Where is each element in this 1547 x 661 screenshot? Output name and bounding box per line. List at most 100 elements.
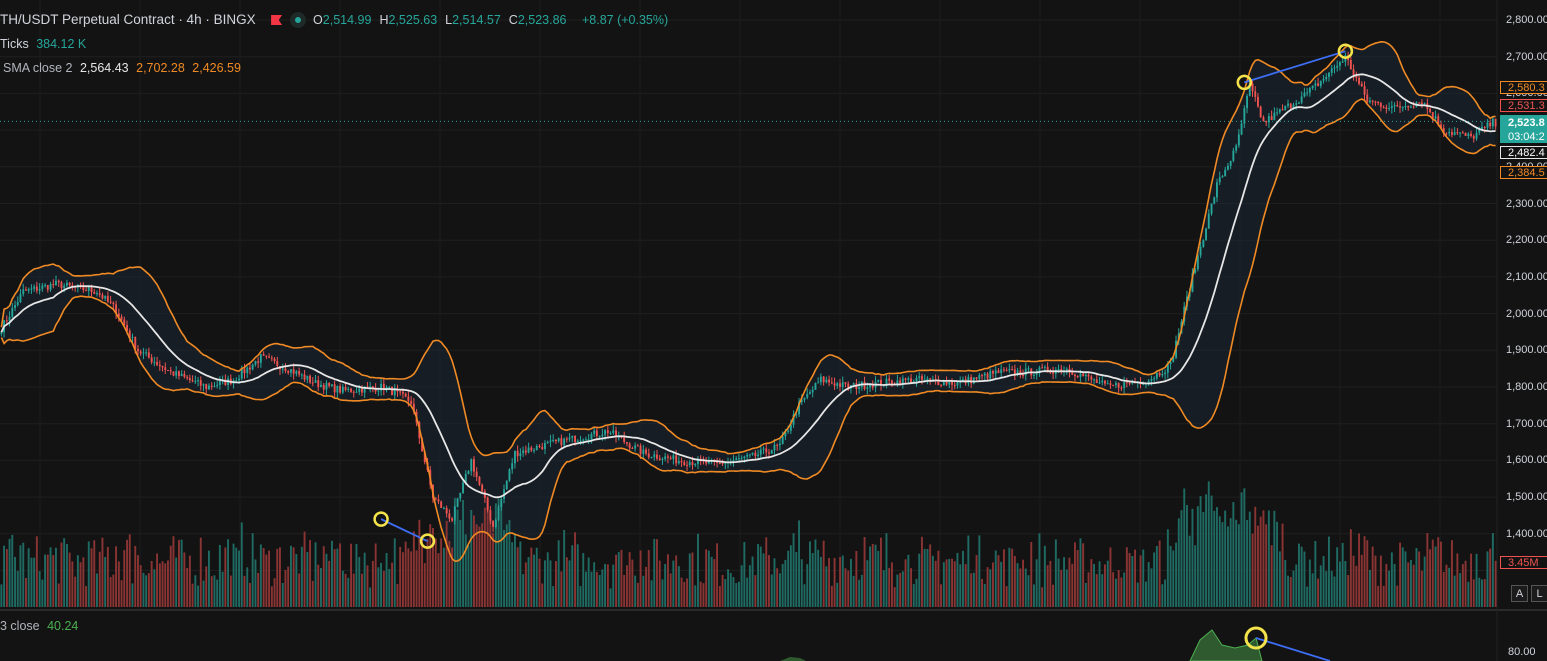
log-scale-button[interactable]: L <box>1531 585 1547 602</box>
volume-bar <box>680 577 683 607</box>
price-axis-label: 1,500.00 <box>1506 491 1547 504</box>
candle-body <box>109 301 112 303</box>
volume-bar <box>14 557 17 607</box>
volume-bar <box>773 558 776 607</box>
candle-body <box>238 378 241 381</box>
candle-body <box>1445 133 1448 135</box>
volume-bar <box>1227 526 1229 607</box>
volume-bar <box>74 576 77 607</box>
volume-bar <box>1423 556 1426 607</box>
volume-bar <box>560 571 563 607</box>
candle-body <box>402 391 404 394</box>
volume-bar <box>601 569 604 607</box>
candle-body <box>574 435 577 443</box>
volume-bar <box>519 541 522 607</box>
volume-bar <box>915 578 918 607</box>
ohlc-key-o: O <box>313 13 323 27</box>
candle-body <box>1486 122 1489 128</box>
candle-body <box>1120 387 1123 389</box>
symbol-title[interactable]: TH/USDT Perpetual Contract · 4h · BINGX <box>0 12 256 27</box>
volume-bar <box>557 540 560 607</box>
volume-bar <box>1049 560 1052 607</box>
volume-bar <box>645 566 648 607</box>
candle-body <box>0 332 3 335</box>
volume-bar <box>1147 562 1150 607</box>
sma-upper-value: 2,702.28 <box>136 61 185 75</box>
sma-label[interactable]: SMA close 2 <box>3 61 73 75</box>
volume-bar <box>1131 556 1134 607</box>
candle-body <box>997 370 1000 373</box>
candle-body <box>336 386 339 393</box>
volume-bar <box>779 573 781 607</box>
candle-body <box>1382 107 1385 109</box>
volume-bar <box>620 549 623 607</box>
candle-body <box>615 430 618 437</box>
rsi-label[interactable]: 3 close <box>0 619 40 633</box>
volume-bar <box>194 575 197 607</box>
candle-body <box>1276 112 1279 114</box>
volume-bar <box>585 571 587 607</box>
candle-body <box>1401 107 1404 109</box>
candle-body <box>500 498 503 507</box>
candle-body <box>1325 76 1328 80</box>
auto-scale-button[interactable]: A <box>1511 585 1528 602</box>
candle-body <box>475 471 478 477</box>
candle-body <box>123 319 126 325</box>
volume-bar <box>126 539 129 607</box>
volume-bar <box>1481 579 1483 607</box>
candle-body <box>1412 106 1415 108</box>
volume-bar <box>658 560 661 607</box>
volume-bar <box>279 547 281 607</box>
candle-body <box>792 414 795 425</box>
volume-bar <box>492 532 495 607</box>
candle-body <box>549 440 552 442</box>
candle-body <box>1494 118 1497 127</box>
candle-body <box>940 384 943 386</box>
volume-bar <box>956 552 959 607</box>
volume-bar <box>1134 549 1137 607</box>
volume-bar <box>1030 542 1033 607</box>
candle-body <box>768 452 770 454</box>
volume-bar <box>235 547 238 607</box>
volume-bar <box>208 550 210 607</box>
price-axis-label: 2,200.00 <box>1506 234 1547 247</box>
candle-body <box>35 286 38 291</box>
volume-bar <box>732 577 735 607</box>
market-status-icon[interactable] <box>289 12 306 28</box>
volume-bar <box>1448 567 1451 607</box>
volume-bar <box>52 555 55 607</box>
volume-bar <box>1426 533 1429 607</box>
volume-bar <box>1325 571 1328 607</box>
candle-body <box>489 510 492 521</box>
ticks-label[interactable]: Ticks <box>0 37 29 51</box>
candle-body <box>161 366 164 368</box>
volume-bar <box>202 580 205 607</box>
flag-icon[interactable] <box>271 15 283 25</box>
volume-bar <box>167 560 169 607</box>
candle-body <box>803 397 806 400</box>
candle-body <box>1046 366 1049 373</box>
candle-body <box>1308 88 1311 93</box>
volume-bar <box>667 554 669 607</box>
volume-bar <box>606 564 609 607</box>
volume-bar <box>866 560 869 607</box>
candle-body <box>1341 61 1344 63</box>
volume-bar <box>117 561 120 607</box>
candle-body <box>115 304 118 314</box>
volume-bar <box>1210 495 1213 607</box>
candle-body <box>1330 68 1333 73</box>
candle-body <box>470 459 473 472</box>
candle-body <box>784 431 787 437</box>
candle-body <box>156 362 159 365</box>
candle-body <box>852 383 855 386</box>
volume-bar <box>809 541 811 607</box>
volume-bar <box>1333 576 1336 607</box>
volume-bar <box>639 550 642 607</box>
candle-body <box>1237 134 1240 146</box>
volume-bar <box>691 552 694 607</box>
volume-bar <box>617 552 620 607</box>
bollinger-basis-line <box>0 73 1496 499</box>
volume-bar <box>1276 521 1279 607</box>
